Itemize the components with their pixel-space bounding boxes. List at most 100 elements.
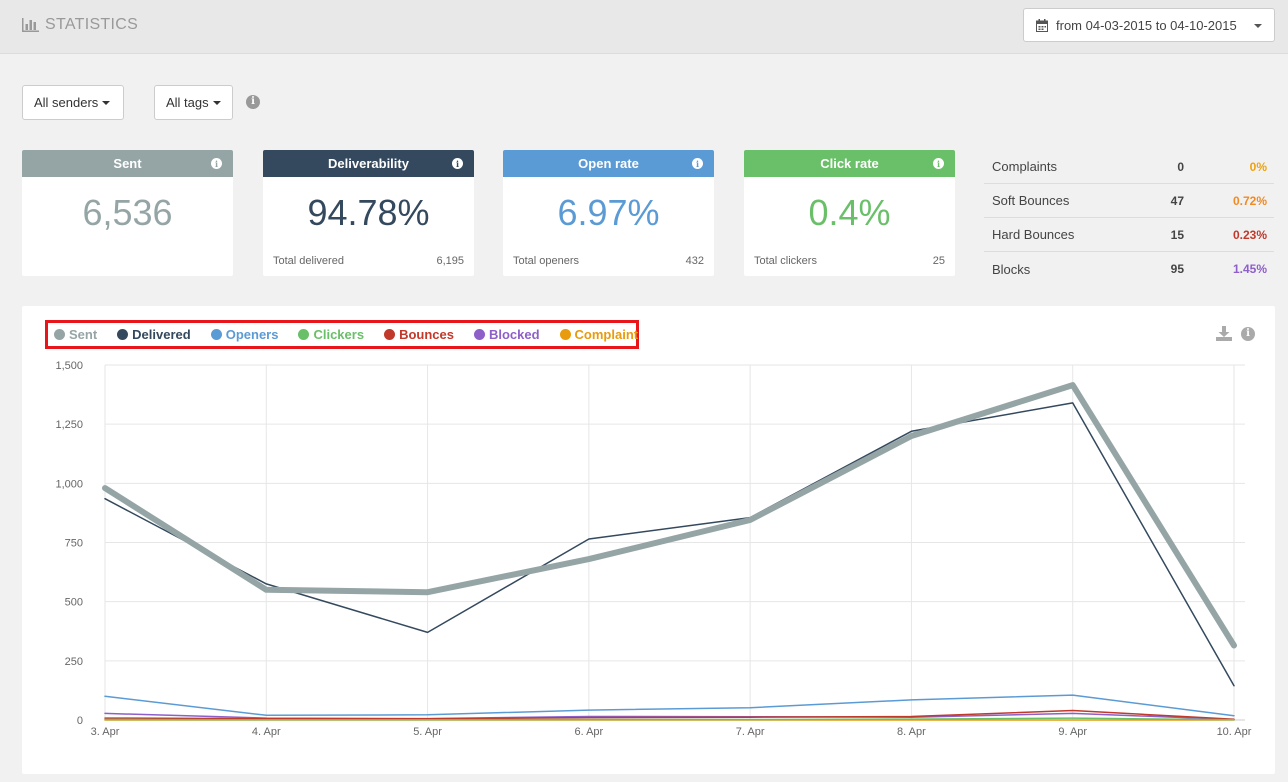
table-row: Soft Bounces 47 0.72% (984, 184, 1274, 218)
open-rate-footer: Total openers 432 (513, 255, 704, 267)
sent-card-header: Sent i (22, 150, 233, 177)
senders-dropdown[interactable]: All senders (22, 85, 124, 120)
senders-dropdown-label: All senders (34, 95, 99, 110)
total-openers-label: Total openers (513, 255, 580, 267)
info-icon[interactable]: i (452, 158, 463, 169)
page-header: STATISTICS from 04-03-2015 to 04-10-2015 (0, 0, 1288, 54)
table-row: Complaints 0 0% (984, 150, 1274, 184)
x-tick-label: 5. Apr (413, 726, 442, 738)
info-icon[interactable]: i (211, 158, 222, 169)
x-tick-label: 3. Apr (91, 726, 120, 738)
info-icon[interactable]: i (692, 158, 703, 169)
total-delivered-label: Total delivered (273, 255, 344, 267)
y-tick-label: 250 (65, 656, 83, 668)
open-rate-card: Open rate i 6.97% Total openers 432 (503, 150, 714, 276)
complaints-label: Complaints (992, 159, 1058, 174)
chevron-down-icon (212, 100, 221, 105)
legend-item-openers[interactable]: Openers (210, 327, 279, 342)
legend-label: Sent (69, 327, 98, 342)
legend-item-clickers[interactable]: Clickers (298, 327, 364, 342)
complaints-count: 0 (1177, 159, 1184, 174)
deliverability-breakdown-table: Complaints 0 0% Soft Bounces 47 0.72% Ha… (984, 150, 1274, 286)
x-tick-label: 10. Apr (1217, 726, 1252, 738)
sent-value: 6,536 (82, 192, 173, 233)
click-rate-card-header: Click rate i (744, 150, 955, 177)
legend-marker (298, 329, 310, 340)
series-line-delivered (104, 402, 1235, 687)
x-tick-label: 8. Apr (897, 726, 926, 738)
legend-item-delivered[interactable]: Delivered (117, 327, 191, 342)
legend-marker (559, 329, 571, 340)
date-range-picker[interactable]: from 04-03-2015 to 04-10-2015 (1023, 8, 1275, 42)
deliverability-card: Deliverability i 94.78% Total delivered … (263, 150, 474, 276)
deliverability-value: 94.78% (307, 192, 430, 233)
legend-item-blocked[interactable]: Blocked (473, 327, 540, 342)
legend-label: Complaint (574, 327, 639, 342)
legend-marker (473, 329, 485, 340)
legend-item-bounces[interactable]: Bounces (384, 327, 454, 342)
blocks-count: 95 (1170, 262, 1184, 276)
y-tick-label: 1,500 (55, 360, 83, 372)
tags-dropdown-label: All tags (166, 95, 209, 110)
legend-item-sent[interactable]: Sent (54, 327, 97, 342)
sent-card-title: Sent (113, 156, 142, 171)
total-openers-value: 432 (685, 255, 704, 267)
open-rate-card-title: Open rate (578, 156, 639, 171)
legend-marker (210, 329, 222, 340)
x-tick-label: 6. Apr (574, 726, 603, 738)
filters-info-icon[interactable]: i (246, 95, 260, 109)
complaints-percent: 0% (1249, 159, 1267, 174)
deliverability-card-header: Deliverability i (263, 150, 474, 177)
hard-bounces-label: Hard Bounces (992, 227, 1075, 242)
total-delivered-value: 6,195 (436, 255, 464, 267)
legend-label: Clickers (313, 327, 365, 342)
hard-bounces-percent: 0.23% (1232, 227, 1267, 242)
series-line-clickers (104, 717, 1235, 721)
deliverability-card-title: Deliverability (328, 156, 409, 171)
click-rate-value: 0.4% (808, 192, 891, 233)
soft-bounces-label: Soft Bounces (992, 193, 1070, 208)
click-rate-card-title: Click rate (820, 156, 879, 171)
click-rate-footer: Total clickers 25 (754, 255, 945, 267)
hard-bounces-count: 15 (1170, 227, 1184, 242)
total-clickers-label: Total clickers (754, 255, 817, 267)
series-line-bounces (104, 709, 1235, 721)
y-tick-label: 0 (77, 715, 83, 727)
x-tick-label: 4. Apr (252, 726, 281, 738)
tags-dropdown[interactable]: All tags (154, 85, 233, 120)
table-row: Hard Bounces 15 0.23% (984, 218, 1274, 252)
x-tick-label: 9. Apr (1058, 726, 1087, 738)
chevron-down-icon (1254, 24, 1262, 28)
legend-label: Bounces (399, 327, 454, 342)
page-title: STATISTICS (22, 16, 138, 34)
series-line-sent (102, 382, 1237, 649)
page-title-text: STATISTICS (45, 16, 139, 33)
open-rate-card-header: Open rate i (503, 150, 714, 177)
click-rate-card: Click rate i 0.4% Total clickers 25 (744, 150, 955, 276)
blocks-label: Blocks (992, 261, 1031, 277)
total-clickers-value: 25 (932, 255, 945, 267)
y-tick-label: 1,000 (55, 478, 83, 490)
soft-bounces-percent: 0.72% (1232, 193, 1267, 208)
legend-marker (117, 329, 129, 340)
open-rate-value: 6.97% (557, 192, 660, 233)
soft-bounces-count: 47 (1170, 193, 1184, 208)
date-range-text: from 04-03-2015 to 04-10-2015 (1056, 17, 1237, 33)
chevron-down-icon (102, 100, 111, 105)
download-icon[interactable] (1216, 326, 1232, 341)
x-tick-label: 7. Apr (736, 726, 765, 738)
legend-label: Openers (225, 327, 279, 342)
legend-item-complaint[interactable]: Complaint (559, 327, 639, 342)
y-tick-label: 500 (65, 597, 83, 609)
sent-card: Sent i 6,536 (22, 150, 233, 276)
deliverability-footer: Total delivered 6,195 (273, 255, 464, 267)
info-icon[interactable]: i (933, 158, 944, 169)
y-tick-label: 1,250 (55, 419, 83, 431)
legend-label: Blocked (488, 327, 540, 342)
legend-label: Delivered (132, 327, 191, 342)
chart-info-icon[interactable]: i (1241, 327, 1255, 341)
blocks-percent: 1.45% (1232, 262, 1267, 276)
y-tick-label: 750 (65, 538, 83, 550)
bar-chart-icon (22, 18, 39, 32)
